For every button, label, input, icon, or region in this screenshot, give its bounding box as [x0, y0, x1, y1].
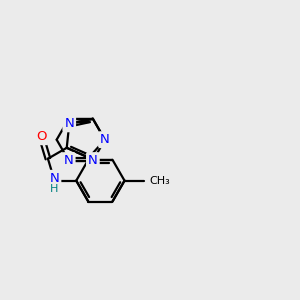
Text: N: N — [88, 154, 98, 167]
Text: N: N — [64, 154, 74, 167]
Text: N: N — [50, 172, 59, 185]
Text: CH₃: CH₃ — [150, 176, 170, 186]
Text: N: N — [100, 133, 110, 146]
Text: H: H — [50, 184, 59, 194]
Text: O: O — [36, 130, 46, 143]
Text: N: N — [64, 117, 74, 130]
